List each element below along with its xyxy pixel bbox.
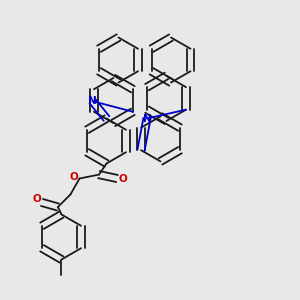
Text: N: N bbox=[142, 113, 152, 124]
Text: O: O bbox=[32, 194, 41, 205]
Text: O: O bbox=[118, 173, 127, 184]
Text: O: O bbox=[69, 172, 78, 182]
Text: N: N bbox=[88, 96, 97, 106]
